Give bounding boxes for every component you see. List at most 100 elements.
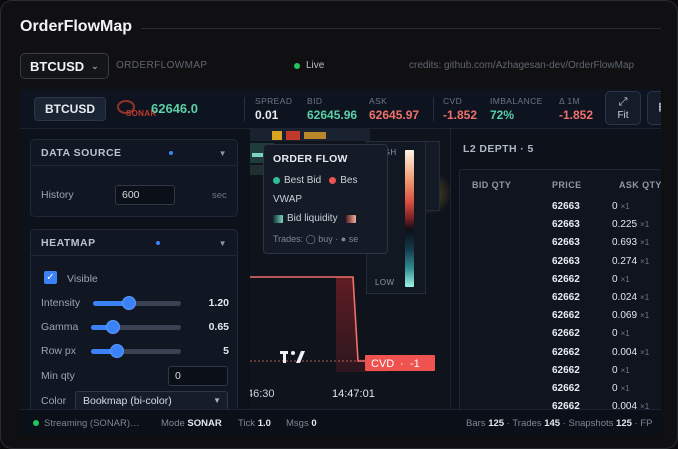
camera-icon: ▦ xyxy=(658,101,661,113)
legend-trades: Trades: ◯ buy · ● se xyxy=(273,234,359,244)
depth-price: 62662 xyxy=(552,292,580,303)
ask-qty-value: 0.274 xyxy=(612,255,638,267)
bars-label: Bars xyxy=(466,418,486,429)
stat-value: 0.01 xyxy=(255,108,279,122)
ask-qty-value: 0.024 xyxy=(612,292,638,303)
ask-qty-value: 0.004 xyxy=(612,401,638,413)
slider-track xyxy=(91,349,181,354)
tradingview-logo-icon xyxy=(280,351,305,363)
depth-price: 62662 xyxy=(552,328,580,340)
ask-qty-multiplier: ×1 xyxy=(640,347,650,357)
ask-qty-multiplier: ×1 xyxy=(620,202,630,211)
history-input[interactable]: 600 xyxy=(115,185,175,205)
credits-link[interactable]: credits: github.com/Azhagesan-dev/OrderF… xyxy=(409,60,635,71)
slider-handle[interactable] xyxy=(106,320,120,334)
depth-price: 62662 xyxy=(552,383,580,394)
stat-label: BID xyxy=(307,96,323,106)
depth-row: 62662 0.004 ×1 xyxy=(460,344,661,362)
rowpx-slider[interactable] xyxy=(91,344,181,358)
ask-qty-value: 0.069 xyxy=(612,310,638,322)
ask-qty-multiplier: ×1 xyxy=(640,311,650,321)
app-subtitle: ORDERFLOWMAP xyxy=(116,60,208,71)
cvd-tag xyxy=(365,355,435,371)
color-scale-low: LOW xyxy=(375,278,395,287)
mode-value: SONAR xyxy=(187,418,222,429)
gamma-label: Gamma xyxy=(41,321,79,333)
depth-ask-qty: 0 ×1 xyxy=(612,274,630,285)
visible-checkbox[interactable]: ✓ xyxy=(44,271,57,284)
gamma-slider[interactable] xyxy=(91,320,181,334)
market-header: BTCUSD SONAR 62646.0 SPREAD 0.01 BID 626… xyxy=(20,89,661,129)
depth-row: 62662 0.024 ×1 xyxy=(460,289,661,307)
color-scale-shadow xyxy=(426,141,440,211)
depth-price: 62663 xyxy=(552,219,580,231)
status-bar: Streaming (SONAR)… Mode SONAR Tick 1.0 M… xyxy=(20,409,661,435)
ask-qty-multiplier: ×1 xyxy=(640,220,650,230)
stat-label: ASK xyxy=(369,96,388,106)
legend-label: VWAP xyxy=(273,194,303,205)
intensity-slider[interactable] xyxy=(93,296,181,310)
stat-label: Δ 1M xyxy=(559,96,580,106)
depth-ask-qty: 0.004 ×1 xyxy=(612,401,649,412)
settings-sidebar: DATA SOURCE ▼ History 600 sec HEATMAP ▼ … xyxy=(20,129,250,419)
trades-label: Trades xyxy=(512,418,542,429)
msgs-label: Msgs xyxy=(286,418,309,429)
heatmap-cell xyxy=(272,131,282,140)
color-select[interactable]: Bookmap (bi-color) ▼ xyxy=(75,391,228,411)
stat-value: 62645.97 xyxy=(369,108,420,122)
depth-ask-qty: 0.693 ×1 xyxy=(612,237,649,248)
depth-ask-qty: 0 ×1 xyxy=(612,328,630,339)
legend-label: Best Bid xyxy=(284,175,322,186)
depth-header-ask: ASK QTY xyxy=(619,180,661,190)
mode-status: Mode SONAR xyxy=(161,418,222,429)
gamma-value: 0.65 xyxy=(208,321,229,333)
stat-label: IMBALANCE xyxy=(490,96,543,106)
stat-imbalance: IMBALANCE 72% xyxy=(490,96,543,122)
ask-qty-value: 0 xyxy=(612,383,618,394)
slider-handle[interactable] xyxy=(110,344,124,358)
stat-value: 72% xyxy=(490,108,515,122)
history-unit: sec xyxy=(212,190,227,201)
stat-label: CVD xyxy=(443,96,463,106)
time-axis xyxy=(250,372,450,409)
stat-bid: BID 62645.96 xyxy=(307,96,357,122)
slider-handle[interactable] xyxy=(122,296,136,310)
live-label: Live xyxy=(306,60,325,71)
depth-ask-qty: 0 ×1 xyxy=(612,365,630,376)
heatmap-header[interactable]: HEATMAP ▼ xyxy=(31,230,237,256)
minqty-input[interactable]: 0 xyxy=(168,366,228,386)
stat-ask: ASK 62645.97 xyxy=(369,96,419,122)
ask-qty-value: 0 xyxy=(612,328,618,340)
data-source-header[interactable]: DATA SOURCE ▼ xyxy=(31,140,237,166)
ask-qty-multiplier: ×1 xyxy=(640,293,650,302)
toolbar-more-button[interactable]: ▦ xyxy=(647,91,661,125)
intensity-label: Intensity xyxy=(41,297,81,309)
heatmap-cell xyxy=(286,131,300,140)
chevron-down-icon: ⌄ xyxy=(91,60,99,71)
symbol-select[interactable]: BTCUSD ⌄ xyxy=(20,53,109,79)
depth-row: 62663 0 ×1 xyxy=(460,198,661,216)
cvd-tag-value: -1 xyxy=(410,358,420,370)
collapse-triangle-icon[interactable]: ▼ xyxy=(218,149,227,158)
heatmap-cell xyxy=(252,153,272,157)
stat-cvd: CVD -1.852 xyxy=(443,96,477,122)
ask-qty-value: 0 xyxy=(612,201,618,212)
depth-price: 62662 xyxy=(552,310,580,322)
depth-row: 62662 0 ×1 xyxy=(460,325,661,343)
header-symbol-badge[interactable]: BTCUSD xyxy=(34,97,106,121)
depth-price: 62662 xyxy=(552,346,580,358)
color-select-value: Bookmap (bi-color) xyxy=(83,395,172,407)
fit-button[interactable]: ⤢ Fit xyxy=(605,91,641,125)
depth-row: 62663 0.225 ×1 xyxy=(460,216,661,234)
app-title: OrderFlowMap xyxy=(20,18,133,35)
depth-price: 62662 xyxy=(552,273,580,285)
depth-ask-qty: 0.274 ×1 xyxy=(612,256,649,267)
depth-header-price: PRICE xyxy=(552,180,582,190)
depth-ask-qty: 0.004 ×1 xyxy=(612,347,649,358)
title-divider xyxy=(141,28,661,29)
collapse-triangle-icon[interactable]: ▼ xyxy=(218,239,227,248)
depth-row: 62662 0.004 ×1 xyxy=(460,398,661,416)
expand-icon: ⤢ xyxy=(618,95,628,108)
cvd-tag-separator: · xyxy=(400,358,404,370)
color-scale-gradient xyxy=(405,150,414,287)
